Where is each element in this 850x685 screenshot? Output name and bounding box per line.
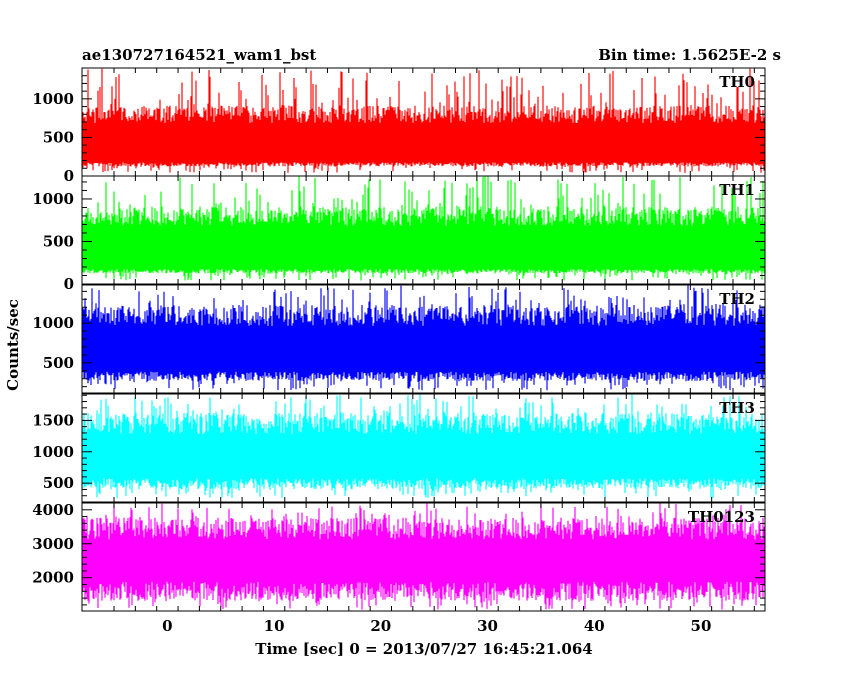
frame-th3 [81, 393, 766, 503]
panel-label-th0: TH0 [719, 73, 755, 91]
figure-title-left: ae130727164521_wam1_bst [82, 46, 316, 64]
trace-th0123 [82, 503, 765, 610]
panel-label-th3: TH3 [719, 399, 755, 417]
panel-label-th0123: TH0123 [688, 508, 755, 526]
x-tick-label: 10 [264, 617, 285, 635]
x-tick-label: 0 [162, 617, 172, 635]
x-tick-label: 50 [691, 617, 712, 635]
y-tick-label: 1000 [32, 190, 74, 208]
y-tick-label: 1500 [32, 411, 74, 429]
y-tick-label: 0 [64, 275, 74, 293]
trace-th2 [82, 285, 765, 391]
trace-th1 [82, 176, 765, 281]
y-tick-label: 4000 [32, 501, 74, 519]
y-tick-label: 1000 [32, 314, 74, 332]
y-tick-label: 500 [43, 232, 74, 250]
panel-th2: 500 1000 TH2 [32, 284, 766, 394]
y-axis-label: Counts/sec [4, 299, 22, 391]
panel-th1: 0 500 1000 TH1 [32, 175, 766, 293]
y-tick-label: 500 [43, 128, 74, 146]
x-tick-label: 20 [370, 617, 391, 635]
y-tick-label: 500 [43, 354, 74, 372]
panel-th0123: 2000 3000 4000 TH0123 [32, 501, 766, 612]
x-tick-label: 40 [584, 617, 605, 635]
panel-label-th2: TH2 [719, 290, 755, 308]
figure-title-right: Bin time: 1.5625E-2 s [598, 46, 781, 64]
trace-th0 [82, 68, 765, 173]
x-tick-label: 30 [477, 617, 498, 635]
x-axis-label: Time [sec] 0 = 2013/07/27 16:45:21.064 [255, 640, 592, 658]
panel-th3: 500 1000 1500 TH3 [32, 393, 766, 503]
trace-th3 [82, 394, 765, 499]
panel-th0: 0 500 1000 TH0 [32, 67, 766, 185]
y-tick-label: 0 [64, 167, 74, 185]
y-tick-label: 3000 [32, 535, 74, 553]
y-tick-label: 1000 [32, 443, 74, 461]
panel-label-th1: TH1 [719, 181, 755, 199]
y-tick-label: 1000 [32, 90, 74, 108]
y-tick-label: 500 [43, 474, 74, 492]
frame-th1 [81, 175, 766, 285]
y-tick-label: 2000 [32, 569, 74, 587]
